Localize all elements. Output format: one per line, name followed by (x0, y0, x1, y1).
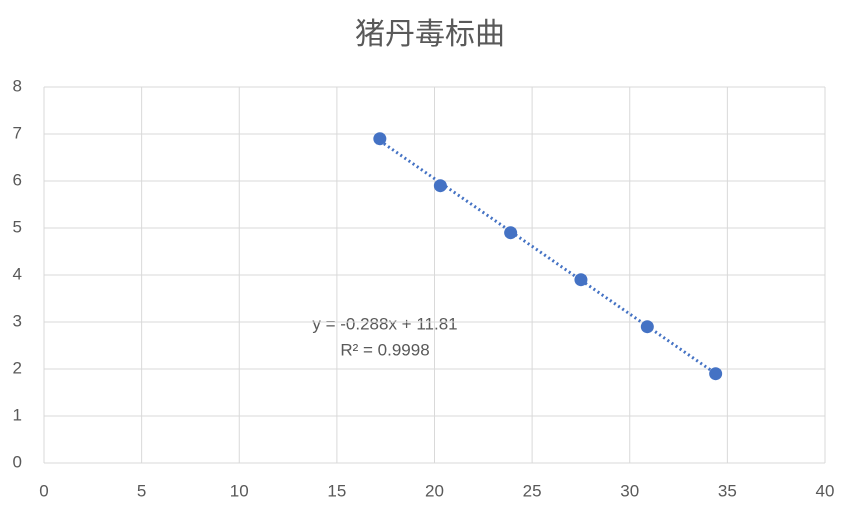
data-point (433, 179, 447, 193)
data-point (504, 226, 518, 240)
data-point (709, 367, 723, 381)
x-tick-label: 0 (39, 481, 48, 500)
chart-title: 猪丹毒标曲 (355, 17, 505, 52)
trendline-equation: y = -0.288x + 11.81 (312, 314, 457, 333)
data-point (574, 273, 588, 287)
x-tick-label: 5 (137, 481, 146, 500)
trendline-r-squared: R² = 0.9998 (340, 340, 429, 359)
x-tick-label: 15 (327, 481, 346, 500)
x-tick-label: 35 (718, 481, 737, 500)
y-tick-label: 5 (13, 217, 22, 236)
y-tick-label: 6 (13, 170, 22, 189)
y-tick-label: 1 (13, 405, 22, 424)
y-tick-label: 4 (13, 264, 22, 283)
x-tick-label: 10 (230, 481, 249, 500)
data-point (640, 320, 654, 334)
y-tick-label: 3 (13, 311, 22, 330)
trendline (378, 139, 717, 375)
x-tick-label: 20 (425, 481, 444, 500)
data-point (373, 132, 387, 146)
y-tick-label: 8 (13, 76, 22, 95)
x-tick-label: 25 (523, 481, 542, 500)
y-tick-label: 7 (13, 123, 22, 142)
x-tick-label: 30 (620, 481, 639, 500)
y-tick-label: 0 (13, 452, 22, 471)
x-tick-label: 40 (816, 481, 835, 500)
y-tick-label: 2 (13, 358, 22, 377)
